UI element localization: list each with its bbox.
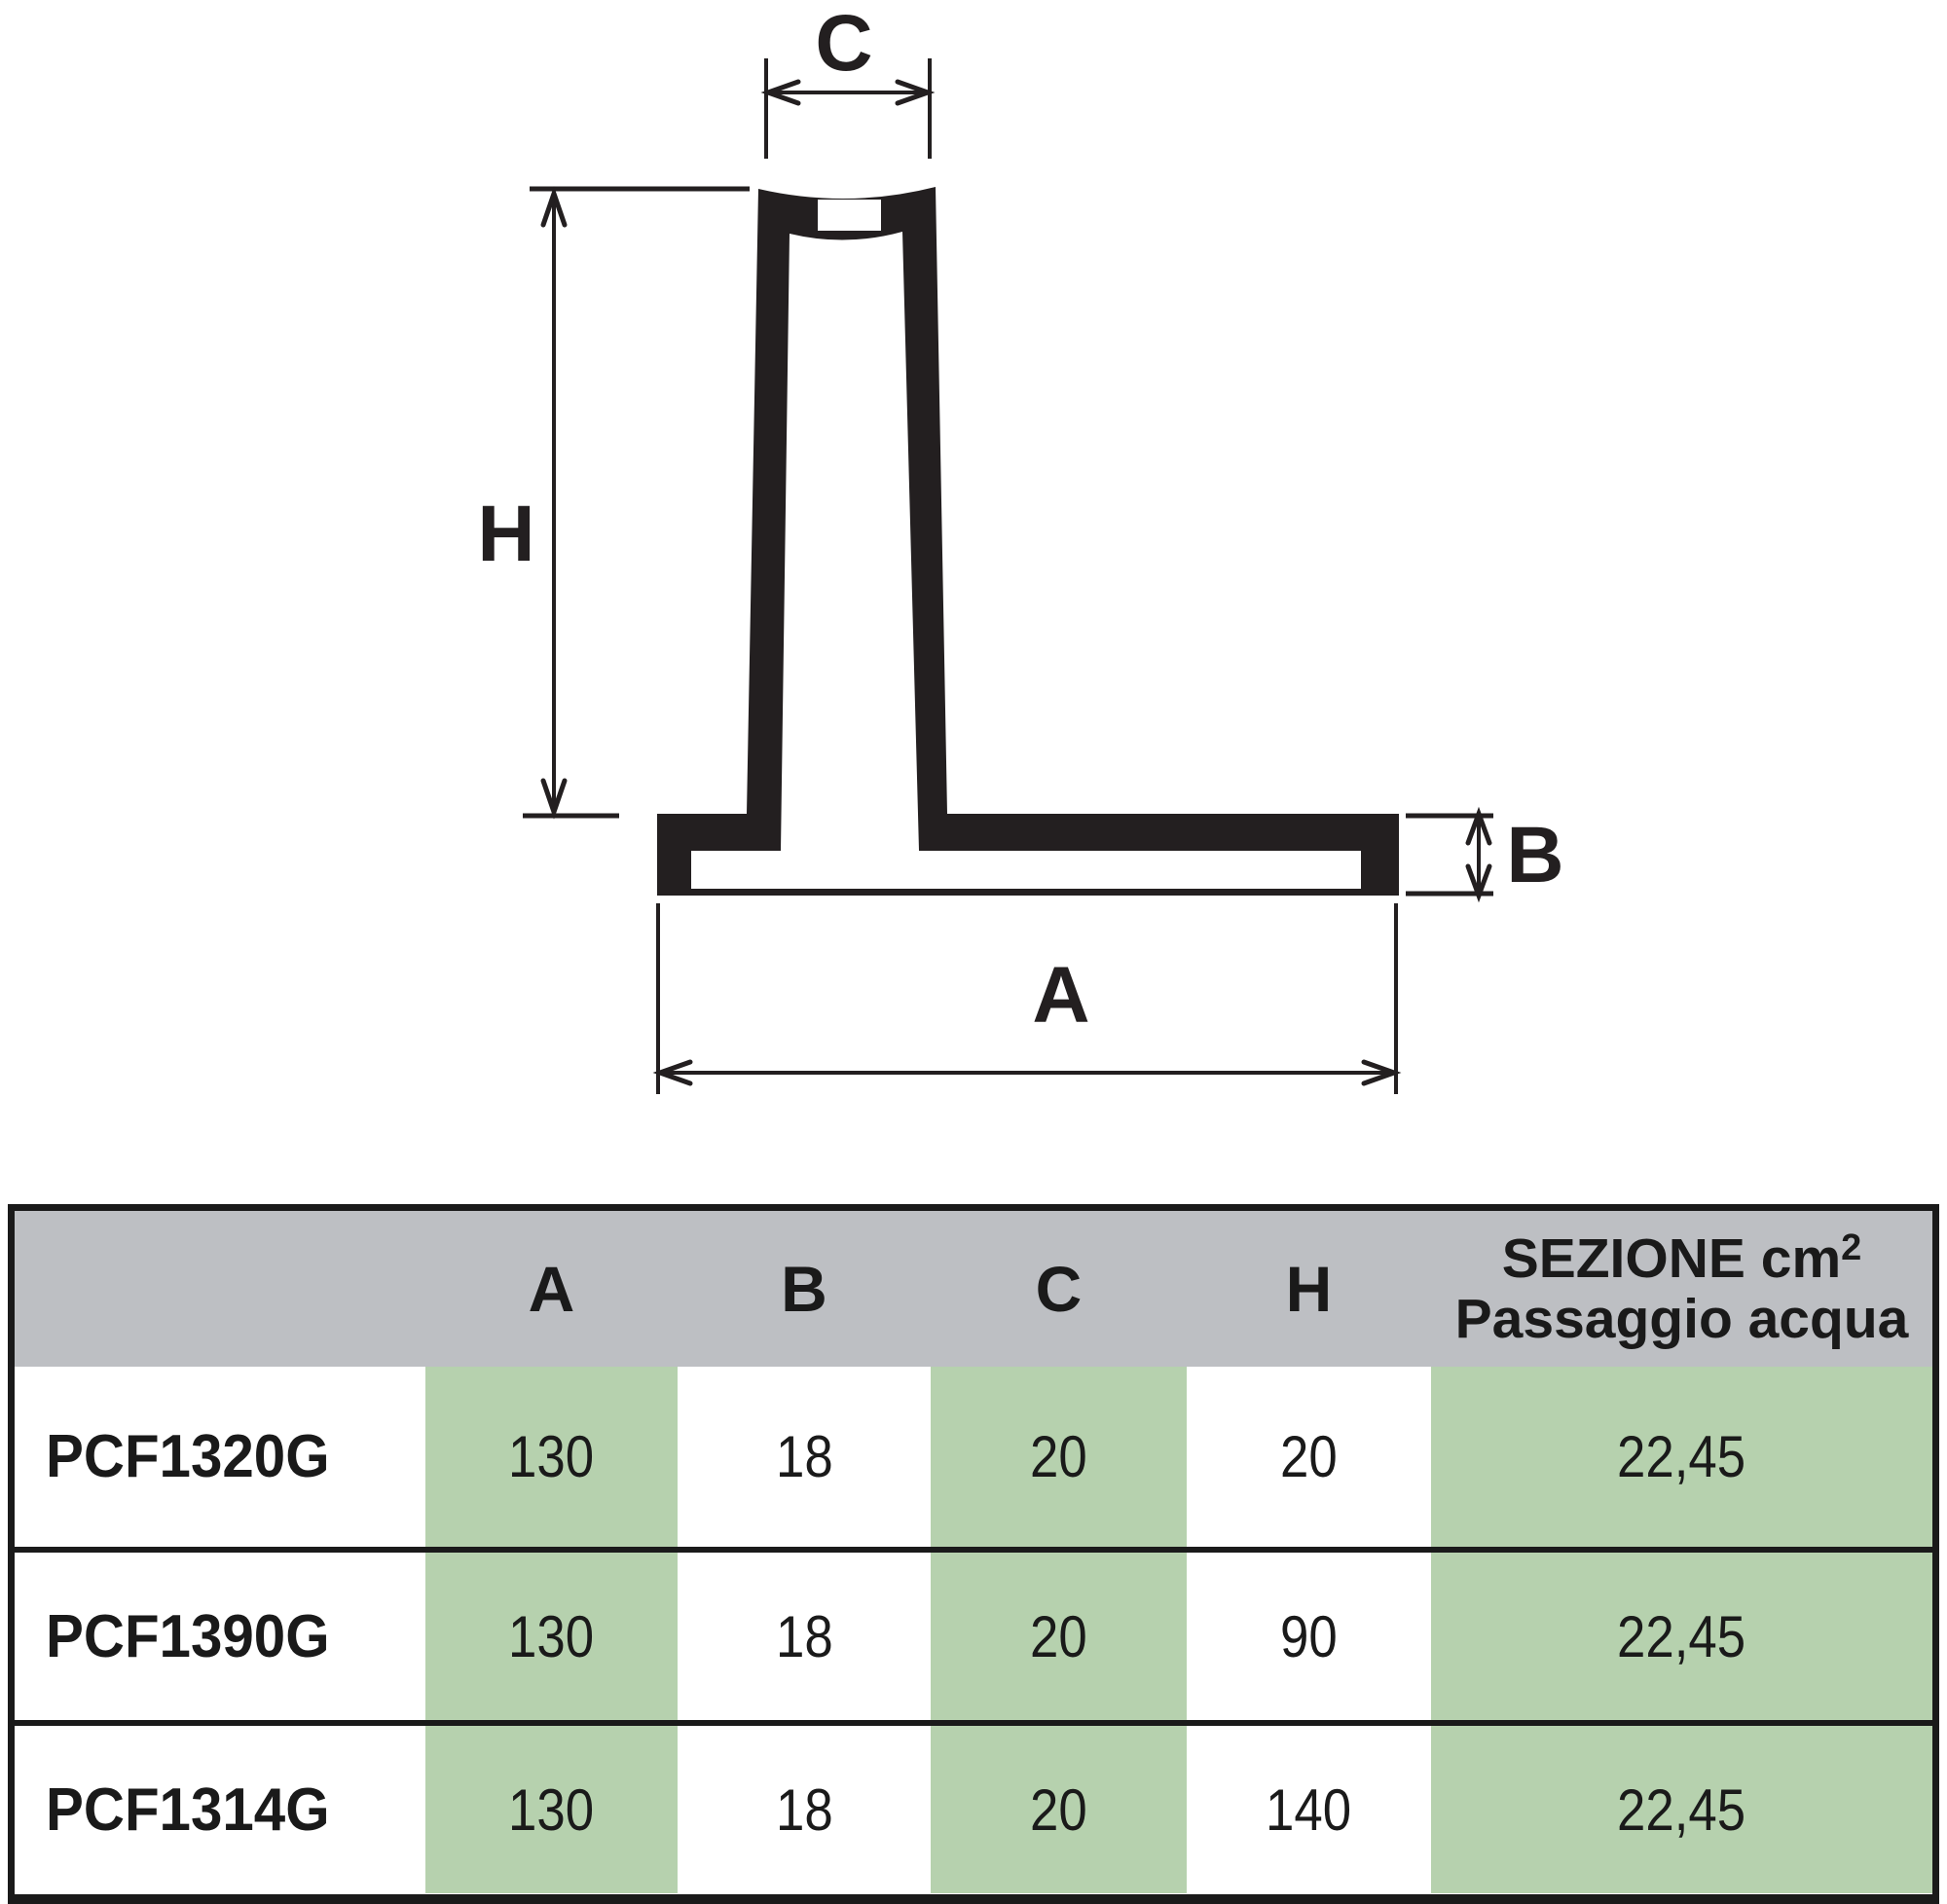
profile-drawing: C H B A	[477, 0, 1564, 1094]
header-sezione-sup: 2	[1841, 1227, 1862, 1268]
dim-label-b: B	[1506, 811, 1563, 899]
value-c: 20	[931, 1553, 1187, 1720]
dim-label-a: A	[1032, 951, 1089, 1040]
value-sezione: 22,45	[1431, 1726, 1932, 1893]
value-b: 18	[775, 1603, 833, 1669]
spec-table: A B C H SEZIONE cm2 Passaggio acqua PCF1…	[8, 1204, 1939, 1904]
header-c: C	[1035, 1253, 1083, 1325]
value-c: 20	[931, 1367, 1187, 1547]
value-h: 20	[1280, 1424, 1338, 1489]
header-code	[15, 1211, 425, 1367]
profile-cavity	[691, 232, 1361, 889]
header-b: B	[781, 1253, 827, 1325]
value-sezione: 22,45	[1431, 1367, 1932, 1547]
header-sezione-line2: Passaggio acqua	[1454, 1287, 1909, 1350]
header-a: A	[528, 1253, 575, 1325]
value-a: 130	[425, 1367, 678, 1547]
value-h: 90	[1280, 1603, 1338, 1669]
profile-top-slot	[818, 200, 881, 231]
t-profile-outline	[657, 187, 1399, 896]
arrow-left-icon	[652, 1059, 693, 1086]
value-h: 140	[1266, 1776, 1352, 1843]
arrow-right-icon	[895, 79, 936, 106]
header-h: H	[1285, 1253, 1333, 1325]
dimension-c: C	[760, 0, 936, 159]
arrow-left-icon	[760, 79, 801, 106]
product-code: PCF1320G	[46, 1423, 330, 1490]
dim-label-c: C	[815, 0, 872, 88]
header-sezione-line1: SEZIONE cm2	[1501, 1227, 1862, 1290]
table-row: PCF1314G 130 18 20 140 22,45	[15, 1720, 1932, 1893]
header-sezione: SEZIONE cm2 Passaggio acqua	[1431, 1211, 1932, 1367]
value-a: 130	[425, 1726, 678, 1893]
dimension-a: A	[652, 903, 1402, 1094]
value-b: 18	[775, 1424, 833, 1489]
arrow-right-icon	[1361, 1059, 1402, 1086]
arrow-up-icon	[1465, 806, 1492, 846]
arrow-up-icon	[540, 186, 568, 228]
dim-label-h: H	[477, 490, 534, 578]
product-code: PCF1314G	[46, 1776, 330, 1844]
product-code: PCF1390G	[46, 1602, 330, 1670]
value-c: 20	[931, 1726, 1187, 1893]
value-b: 18	[775, 1776, 833, 1843]
dimension-h: H	[477, 186, 750, 820]
arrow-down-icon	[1465, 863, 1492, 903]
table-header-row: A B C H SEZIONE cm2 Passaggio acqua	[15, 1211, 1932, 1367]
table-row: PCF1390G 130 18 20 90 22,45	[15, 1547, 1932, 1720]
table-row: PCF1320G 130 18 20 20 22,45	[15, 1367, 1932, 1547]
arrow-down-icon	[540, 778, 568, 820]
value-sezione: 22,45	[1431, 1553, 1932, 1720]
dimension-b: B	[1406, 806, 1564, 903]
value-a: 130	[425, 1553, 678, 1720]
